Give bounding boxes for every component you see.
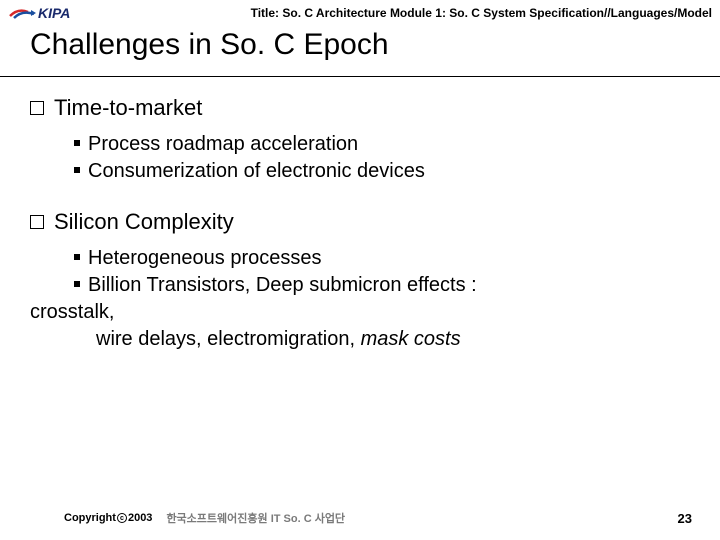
bullet-item: Billion Transistors, Deep submicron effe… <box>74 272 690 299</box>
bullet-continuation-text: wire delays, electromigration, <box>96 328 361 350</box>
logo-swoosh-icon <box>8 6 36 20</box>
bullet-icon <box>74 140 80 146</box>
bullet-icon <box>74 254 80 260</box>
section-heading: Silicon Complexity <box>30 209 690 235</box>
bullet-text: Billion Transistors, Deep submicron effe… <box>88 274 477 296</box>
section-heading-text: Silicon Complexity <box>54 209 234 235</box>
kipa-logo: KIPA <box>8 5 70 21</box>
checkbox-icon <box>30 215 44 229</box>
bullet-item: Heterogeneous processes <box>74 245 690 272</box>
page-number: 23 <box>678 511 692 526</box>
footer-bar: Copyrightc2003 한국소프트웨어진흥원 IT So. C 사업단 2… <box>0 510 720 526</box>
section-silicon-complexity: Silicon Complexity Heterogeneous process… <box>30 209 690 353</box>
footer-org-text: 한국소프트웨어진흥원 IT So. C 사업단 <box>166 510 345 526</box>
bullet-item: Process roadmap acceleration <box>74 131 690 158</box>
section-time-to-market: Time-to-market Process roadmap accelerat… <box>30 95 690 185</box>
bullet-text: Process roadmap acceleration <box>88 133 358 155</box>
bullet-continuation: crosstalk, <box>30 299 690 326</box>
bullet-text: Heterogeneous processes <box>88 247 321 269</box>
section-heading-text: Time-to-market <box>54 95 202 121</box>
bullet-list: Heterogeneous processes Billion Transist… <box>30 245 690 353</box>
bullet-icon <box>74 281 80 287</box>
header-title: Title: So. C Architecture Module 1: So. … <box>251 6 712 20</box>
content-area: Time-to-market Process roadmap accelerat… <box>0 77 720 353</box>
bullet-icon <box>74 167 80 173</box>
copyright-year: 2003 <box>128 512 152 524</box>
section-heading: Time-to-market <box>30 95 690 121</box>
bullet-item: Consumerization of electronic devices <box>74 158 690 185</box>
checkbox-icon <box>30 101 44 115</box>
logo-text: KIPA <box>38 5 70 21</box>
copyright-icon: c <box>117 513 127 523</box>
bullet-continuation-italic: mask costs <box>361 328 461 350</box>
bullet-list: Process roadmap acceleration Consumeriza… <box>30 131 690 185</box>
page-title: Challenges in So. C Epoch <box>0 24 720 76</box>
copyright-text: Copyrightc2003 <box>64 512 152 524</box>
bullet-continuation: wire delays, electromigration, mask cost… <box>74 326 690 353</box>
bullet-text: Consumerization of electronic devices <box>88 160 425 182</box>
header-bar: KIPA Title: So. C Architecture Module 1:… <box>0 0 720 24</box>
copyright-prefix: Copyright <box>64 512 116 524</box>
